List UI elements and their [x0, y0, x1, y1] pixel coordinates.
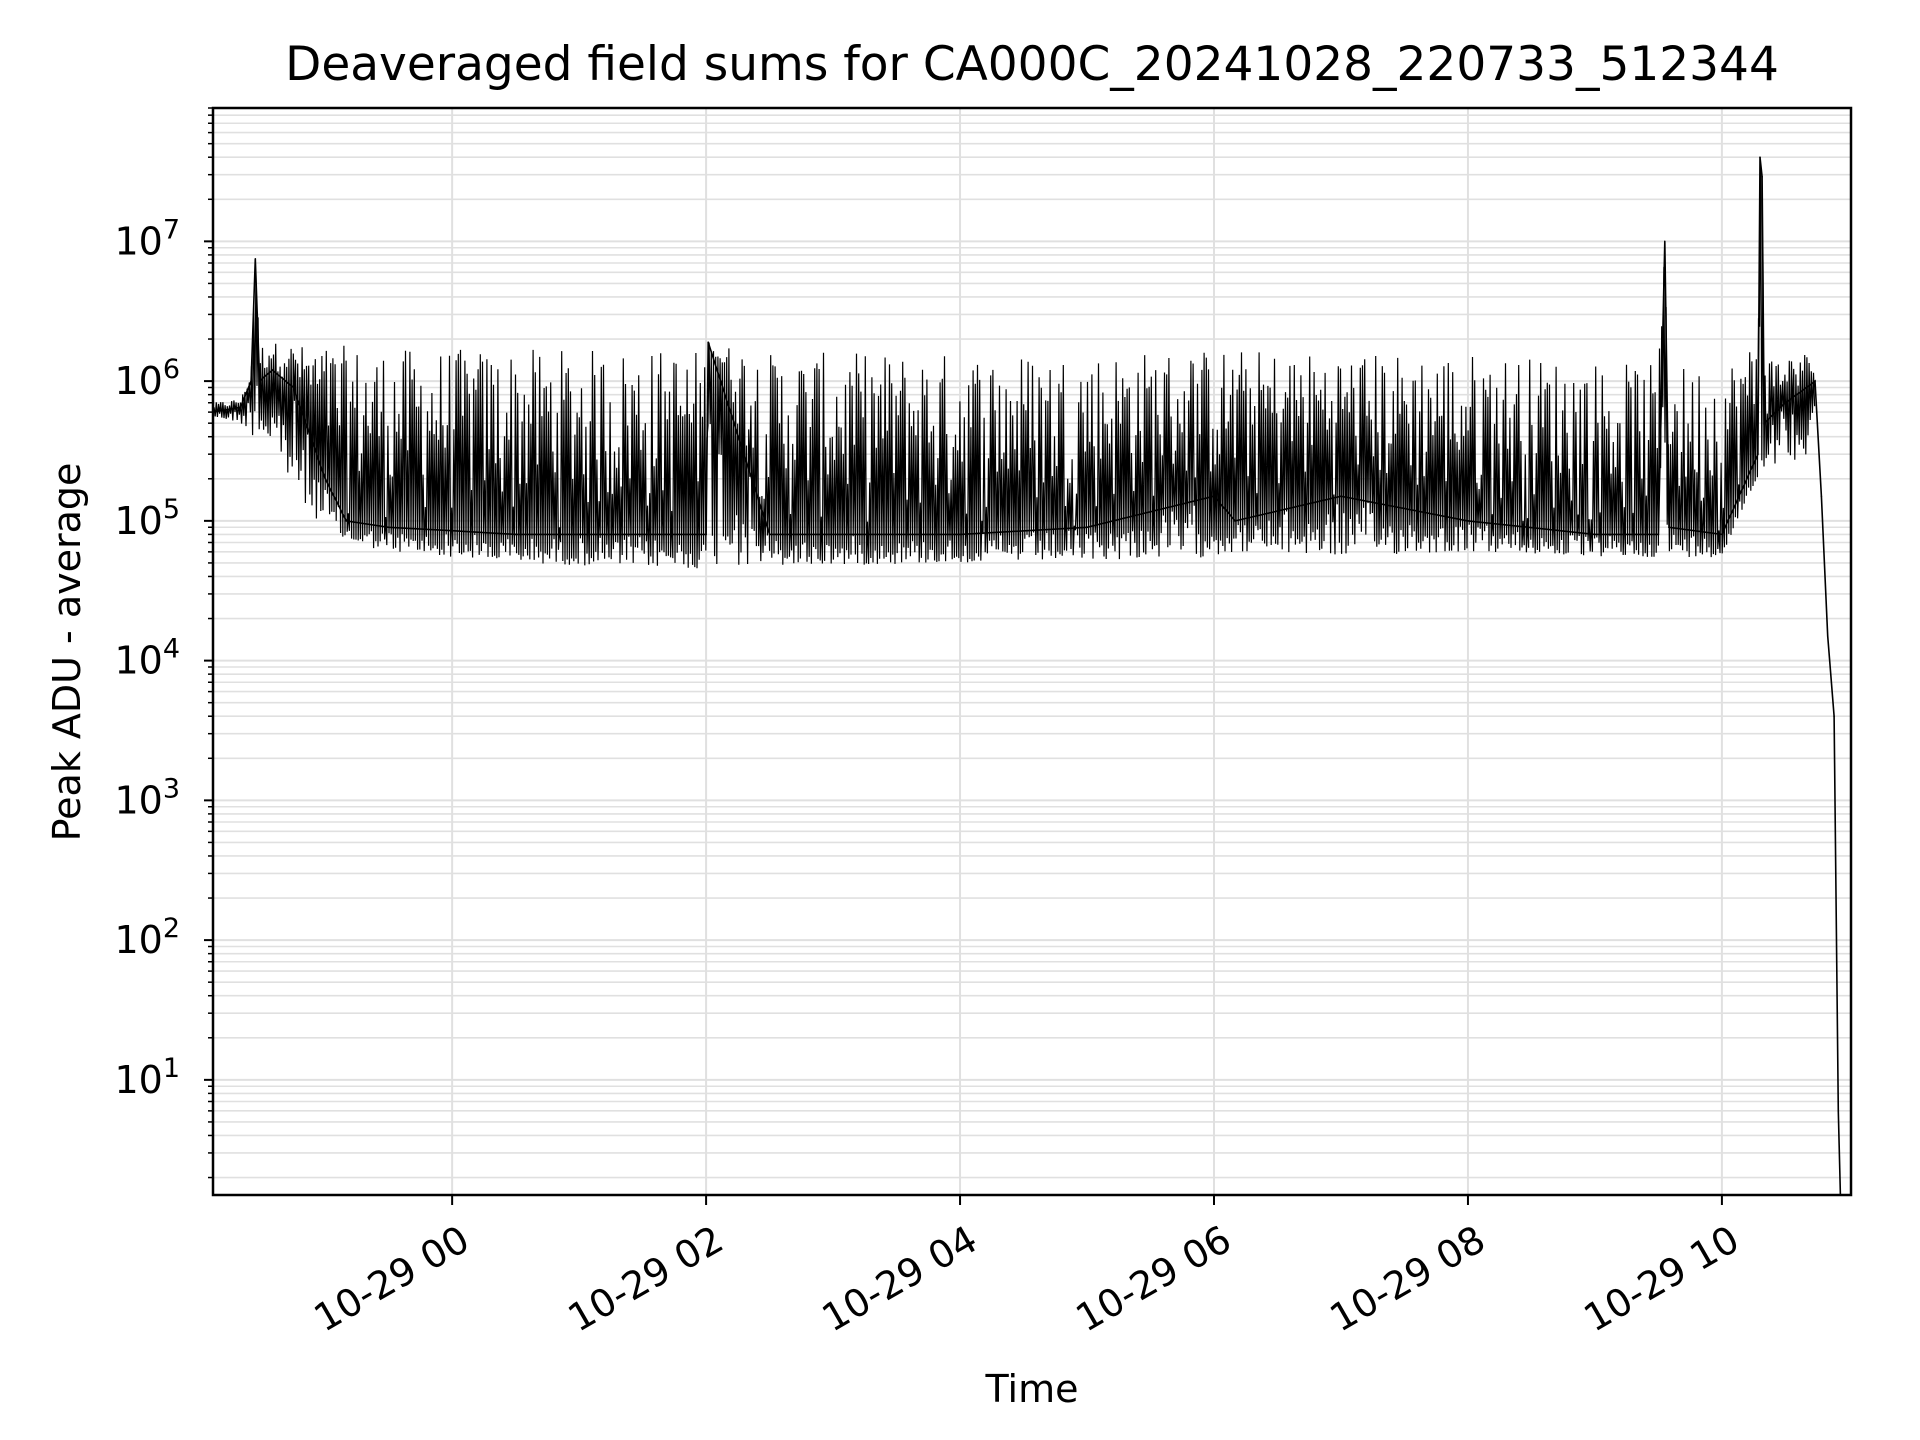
data-point: [1234, 520, 1236, 522]
data-point: [1761, 175, 1763, 178]
data-point: [1814, 380, 1816, 382]
y-tick-label: 103: [114, 773, 180, 822]
data-point: [1467, 520, 1469, 522]
data-point: [387, 526, 390, 529]
data-point: [1833, 715, 1835, 718]
y-tick-base: 10: [114, 499, 162, 543]
data-point: [832, 533, 834, 536]
data-point: [1784, 401, 1787, 404]
data-point: [1759, 156, 1761, 159]
data-point: [959, 533, 961, 536]
data-point: [1594, 533, 1596, 536]
data-point: [1340, 495, 1342, 498]
data-point: [1663, 240, 1666, 243]
y-tick-label: 106: [114, 354, 180, 403]
data-point: [1805, 386, 1808, 389]
data-point: [707, 341, 710, 343]
data-point: [641, 533, 644, 536]
y-tick-label: 101: [114, 1053, 180, 1102]
y-axis-label: Peak ADU - average: [45, 463, 89, 842]
data-point: [1721, 533, 1723, 536]
y-tick-base: 10: [114, 219, 162, 263]
data-point: [1668, 526, 1670, 529]
data-point: [768, 533, 771, 536]
data-point: [345, 520, 348, 522]
y-tick-exponent: 4: [163, 634, 180, 665]
series-line: [212, 163, 1816, 569]
y-tick-base: 10: [114, 778, 162, 822]
data-point: [514, 533, 517, 536]
y-tick-base: 10: [114, 639, 162, 683]
data-point: [1757, 453, 1759, 455]
data-point: [1763, 422, 1766, 424]
y-tick-base: 10: [114, 1058, 162, 1102]
data-point: [1657, 533, 1660, 536]
data-layer: [212, 156, 1842, 1196]
data-point: [705, 533, 707, 536]
data-point: [271, 369, 274, 371]
data-point: [324, 477, 326, 480]
plot-frame: [211, 106, 1853, 1197]
grid-layer: [213, 107, 1851, 1195]
y-tick-label: 105: [114, 494, 180, 543]
data-point: [1086, 526, 1088, 529]
data-point: [239, 406, 242, 409]
data-point: [1213, 495, 1215, 498]
y-tick-exponent: 2: [163, 913, 180, 944]
chart-title: Deaveraged field sums for CA000C_2024102…: [285, 37, 1779, 92]
data-point: [1826, 635, 1829, 637]
x-axis-label: Time: [985, 1367, 1079, 1411]
data-point: [1837, 1110, 1840, 1112]
y-tick-base: 10: [114, 918, 162, 962]
data-point: [1820, 495, 1823, 498]
y-tick-exponent: 1: [163, 1053, 180, 1084]
data-point: [451, 529, 453, 532]
y-tick-label: 102: [114, 913, 180, 962]
y-tick-exponent: 5: [163, 494, 180, 525]
y-tick-exponent: 6: [163, 354, 180, 385]
data-point: [250, 380, 252, 382]
y-tick-base: 10: [114, 359, 162, 403]
y-tick-label: 104: [114, 634, 180, 683]
y-tick-label: 107: [114, 214, 180, 263]
data-point: [292, 386, 295, 389]
data-point: [258, 380, 261, 382]
data-point: [254, 258, 257, 260]
y-tick-exponent: 3: [163, 773, 180, 804]
data-point: [578, 533, 580, 536]
y-tick-exponent: 7: [163, 214, 180, 245]
